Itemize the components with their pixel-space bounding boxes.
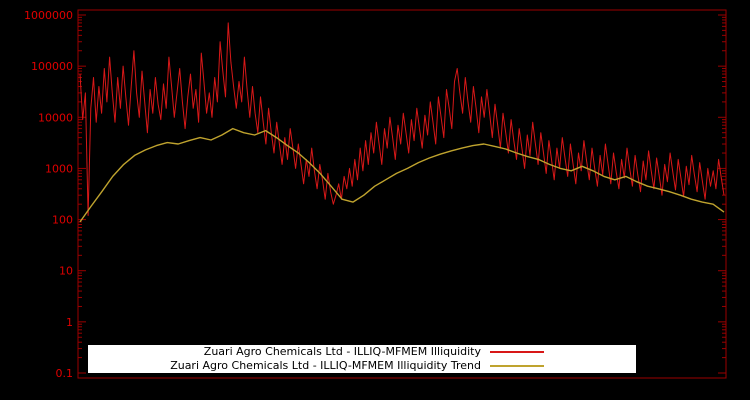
- y-axis-tick-label: 10: [59, 265, 73, 278]
- legend-label-illiquidity: Zuari Agro Chemicals Ltd - ILLIQ-MFMEM I…: [203, 345, 481, 358]
- legend: Zuari Agro Chemicals Ltd - ILLIQ-MFMEM I…: [88, 345, 636, 373]
- series-trend-line: [79, 127, 725, 223]
- legend-label-trend: Zuari Agro Chemicals Ltd - ILLIQ-MFMEM I…: [170, 359, 481, 372]
- series-illiquidity-line: [79, 22, 725, 216]
- y-axis-tick-label: 1000: [45, 162, 73, 175]
- legend-line-sample-illiquidity: [490, 351, 544, 353]
- legend-line-sample-trend: [490, 365, 544, 367]
- y-axis-tick-label: 10000: [38, 111, 73, 124]
- legend-row-trend: Zuari Agro Chemicals Ltd - ILLIQ-MFMEM I…: [88, 359, 636, 373]
- y-axis-tick-label: 1000000: [24, 9, 73, 22]
- y-axis-tick-label: 100: [52, 214, 73, 227]
- y-axis-tick-label: 1: [66, 316, 73, 329]
- legend-row-illiquidity: Zuari Agro Chemicals Ltd - ILLIQ-MFMEM I…: [88, 345, 636, 359]
- plot-frame: [77, 9, 727, 379]
- y-axis-tick-label: 100000: [31, 60, 73, 73]
- y-axis-tick-label: 0.1: [56, 367, 74, 380]
